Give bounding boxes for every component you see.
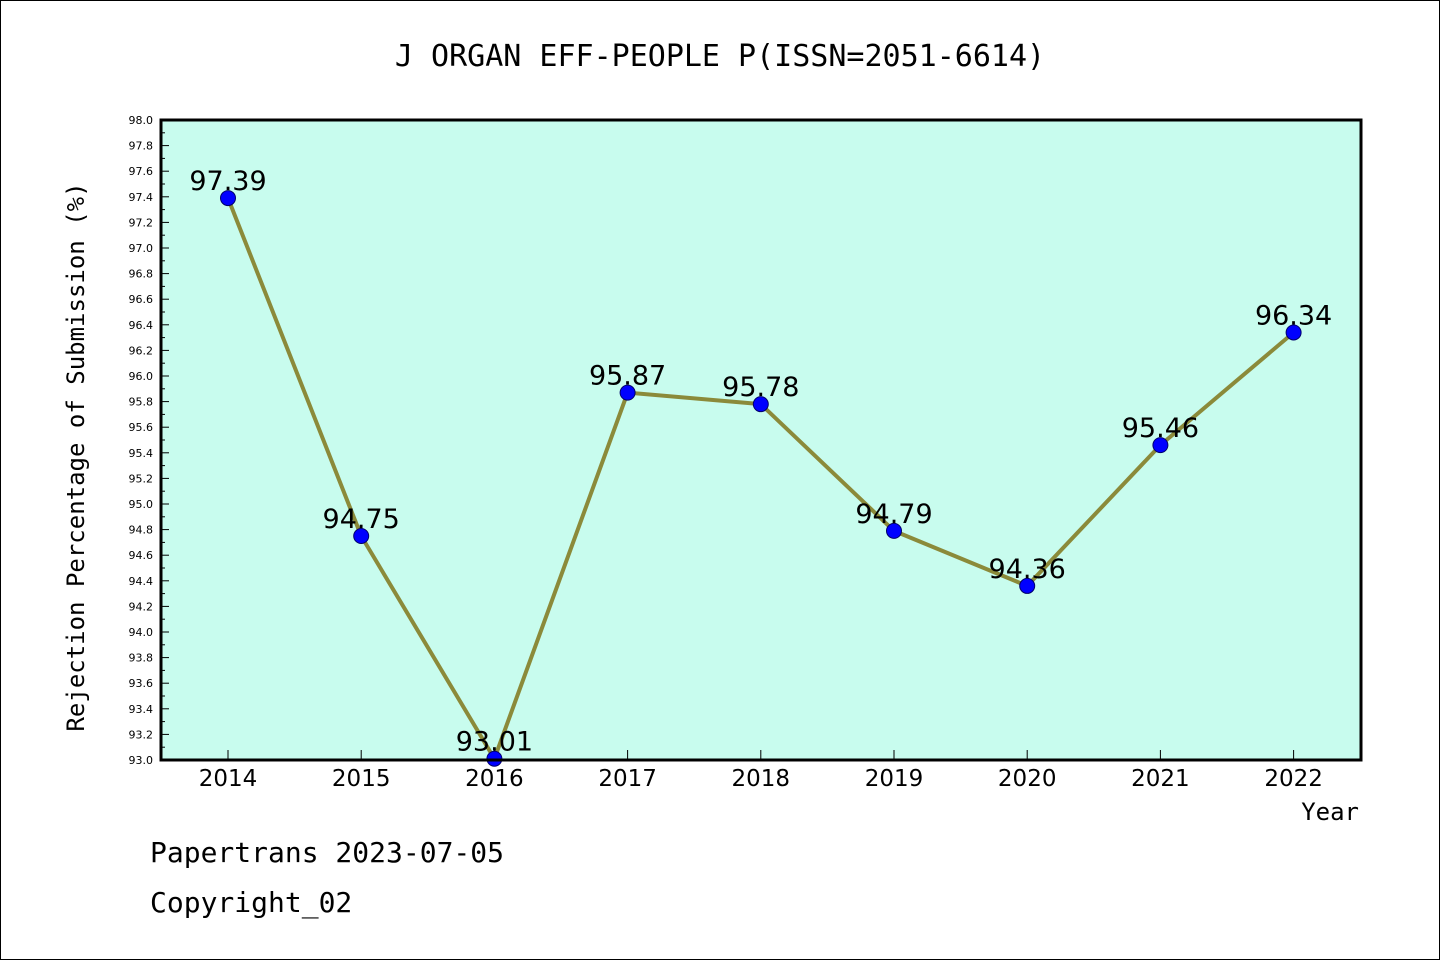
data-label: 94.79 (855, 499, 932, 530)
y-tick-label: 95.2 (129, 472, 154, 485)
y-tick-label: 93.6 (129, 677, 154, 690)
x-tick-label: 2021 (1131, 766, 1190, 792)
x-tick-label: 2020 (998, 766, 1057, 792)
data-label: 93.01 (456, 727, 533, 758)
data-point-marker (752, 396, 769, 413)
y-tick-label: 93.0 (129, 754, 154, 767)
y-tick-label: 93.8 (129, 652, 154, 665)
data-label: 96.34 (1255, 300, 1332, 331)
y-tick-label: 96.0 (129, 370, 154, 383)
y-tick-label: 93.4 (129, 703, 154, 716)
y-tick-label: 96.2 (129, 344, 154, 357)
x-tick-label: 2014 (199, 766, 258, 792)
data-point-marker (1285, 324, 1302, 341)
y-axis: 93.0 93.2 93.4 93.6 93.8 94.0 94.2 94.4 94.6 94.8… (129, 114, 169, 767)
data-labels: 97.39 94.75 93.01 95.87 95.78 94.79 94.36 95.46… (189, 166, 1332, 758)
data-label: 94.75 (323, 504, 400, 535)
y-tick-label: 95.6 (129, 421, 154, 434)
y-tick-label: 94.0 (129, 626, 154, 639)
y-tick-label: 97.2 (129, 216, 154, 229)
data-label: 95.46 (1122, 413, 1199, 444)
data-label: 95.87 (589, 361, 666, 392)
data-label: 95.78 (722, 372, 799, 403)
y-tick-label: 95.0 (129, 498, 154, 511)
data-points (220, 190, 1302, 767)
x-tick-label: 2019 (865, 766, 924, 792)
y-tick-label: 94.4 (129, 575, 154, 588)
y-tick-label: 94.2 (129, 600, 154, 613)
footer-copyright-line: Copyright_02 (150, 886, 353, 919)
y-tick-label: 97.0 (129, 242, 154, 255)
data-point-marker (1019, 577, 1036, 594)
y-tick-label: 98.0 (129, 114, 154, 127)
chart-title: J ORGAN EFF-PEOPLE P(ISSN=2051-6614) (395, 39, 1045, 74)
y-tick-label: 95.4 (129, 447, 154, 460)
data-point-marker (619, 384, 636, 401)
y-tick-label: 94.8 (129, 524, 154, 537)
footer-date-line: Papertrans 2023-07-05 (150, 836, 505, 869)
y-tick-label: 94.6 (129, 549, 154, 562)
data-label: 94.36 (989, 554, 1066, 585)
x-tick-label: 2022 (1264, 766, 1323, 792)
y-tick-label: 95.8 (129, 396, 154, 409)
y-tick-label: 97.8 (129, 140, 154, 153)
y-tick-label: 97.6 (129, 165, 154, 178)
x-axis-label: Year (1301, 798, 1359, 826)
x-axis: 2014 2015 2016 2017 2018 2019 2020 2021 2022 (199, 750, 1323, 792)
y-axis-label: Rejection Percentage of Submission (%) (62, 182, 90, 731)
y-tick-label: 97.4 (129, 191, 154, 204)
x-tick-label: 2017 (598, 766, 657, 792)
data-point-marker (886, 522, 902, 539)
data-label: 97.39 (189, 166, 266, 197)
data-point-marker (353, 528, 370, 544)
y-tick-label: 96.4 (129, 319, 154, 332)
y-tick-label: 96.8 (129, 268, 154, 281)
y-tick-label: 93.2 (129, 728, 154, 741)
plot-border (159, 118, 1363, 762)
y-tick-label: 96.6 (129, 293, 154, 306)
x-tick-label: 2015 (332, 766, 391, 792)
x-tick-label: 2016 (465, 766, 524, 792)
x-tick-label: 2018 (732, 766, 791, 792)
data-point-marker (1152, 437, 1169, 454)
data-point-marker (220, 190, 236, 207)
